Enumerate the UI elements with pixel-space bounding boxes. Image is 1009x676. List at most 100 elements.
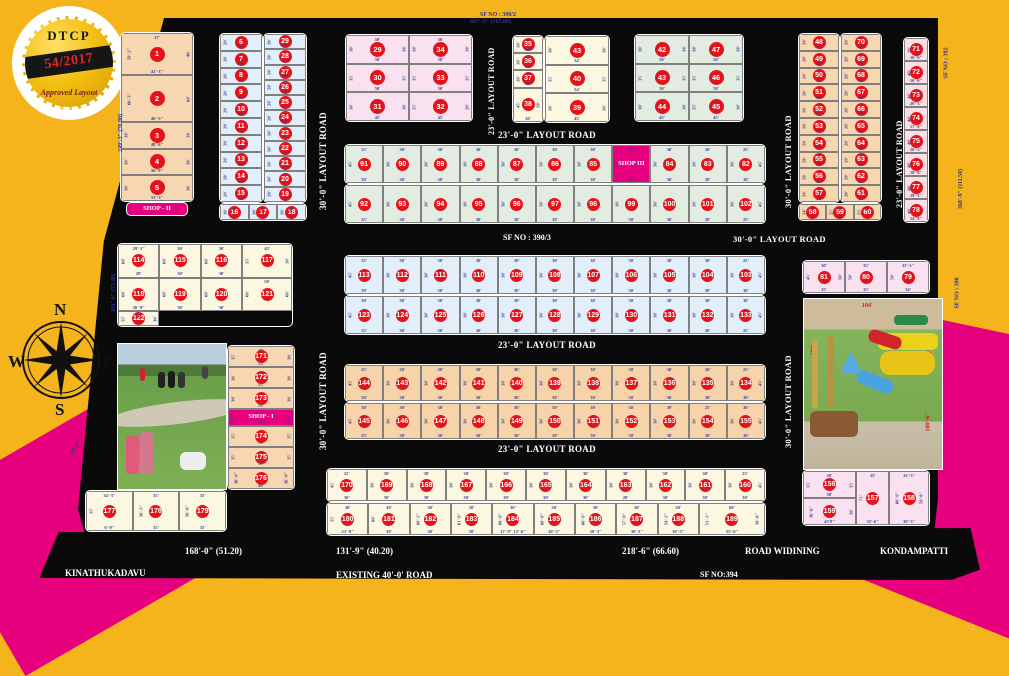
plot-cell[interactable]: 30' 30' 30' 85 xyxy=(574,145,613,183)
plot-cell[interactable]: 30' 30' 30' 143 xyxy=(383,365,422,401)
plot-cell[interactable]: 25' 30' 45' 91 xyxy=(345,145,384,183)
plot-cell[interactable]: 30' 20' 70 xyxy=(841,34,881,51)
plot-cell[interactable]: 25' 30' 30' 154 xyxy=(688,403,727,439)
plot-cell[interactable]: 25' 30' 45' 144 xyxy=(345,365,384,401)
plot-cell[interactable]: 30' 20' 64 xyxy=(841,134,881,152)
plot-cell[interactable]: 53' 35' 35' 174 xyxy=(228,425,294,447)
plot-cell[interactable]: 30' 20' 27 xyxy=(264,64,306,80)
plot-cell[interactable]: 30' 30' 30' 166 xyxy=(486,469,527,501)
plot-cell[interactable]: 30' 30' 60' 181 xyxy=(368,503,410,535)
plot-cell[interactable]: 30' 30'-3" 60'-9" 186 xyxy=(574,503,617,535)
plot-cell[interactable]: 30' 20' 6 xyxy=(220,34,262,51)
plot-cell[interactable]: 30' 20' 20 xyxy=(264,171,306,187)
block-plots-156-159[interactable]: 50' 50' 35' 35' 156 35' 35'-6" 71' 157 33'-3" 39'-… xyxy=(802,470,930,526)
plot-cell[interactable]: 25' 30' 30' 45' 134 xyxy=(726,365,765,401)
plot-cell[interactable]: 20' 20' 25' 59 xyxy=(826,204,854,220)
plot-cell[interactable]: 30' 20' 7 xyxy=(220,50,262,68)
plot-cell[interactable]: 30' 30' 30' 138 xyxy=(574,365,613,401)
plot-cell[interactable]: 18'-9" 40' 76 xyxy=(904,153,928,176)
plot-cell[interactable]: 30' 30' 30' 125 xyxy=(421,296,460,334)
block-plots-92-102[interactable]: 25' 45' 92 30' 30' 93 30' 30' 94 30' 30' 95 30' 30' 96… xyxy=(344,184,766,224)
plot-cell[interactable]: 30' 20' 22 xyxy=(264,140,306,157)
block-plots-134-144[interactable]: 25' 30' 45' 144 30' 30' 30' 143 30' 30' 30' 142 30' 3… xyxy=(344,364,766,402)
plot-cell[interactable]: 30' 30' 30' 135 xyxy=(688,365,727,401)
plot-cell[interactable]: 30' 20' 19 xyxy=(264,186,306,202)
plot-cell[interactable]: 30' 20' 49 xyxy=(799,50,839,68)
plot-cell[interactable]: 53' 30' 30' 173 xyxy=(228,388,294,410)
plot-cell[interactable]: 20' 45' 50' 38 xyxy=(513,87,543,122)
plot-cell[interactable]: 30' 30' 30' 136 xyxy=(650,365,689,401)
plot-cell[interactable]: 30' 20' 51 xyxy=(799,84,839,102)
block-plots-6-15[interactable]: 30' 20' 6 30' 20' 7 30' 20' 8 30' 20' 9 30' 20' 10 30' 2… xyxy=(219,33,263,203)
plot-cell[interactable]: 45' 30' 30' 39 xyxy=(545,93,609,122)
plot-cell[interactable]: 30' 30' 30' 90 xyxy=(383,145,422,183)
plot-cell[interactable]: 50' 50' 30' 30' 34 xyxy=(409,35,472,64)
plot-cell[interactable]: 25' 45' 92 xyxy=(345,185,384,223)
plot-cell[interactable]: 30' 30' 30' 104 xyxy=(688,256,727,294)
plot-cell[interactable]: 30' 10' 37 xyxy=(513,70,543,88)
plot-cell[interactable]: 48'-6" 30' 30' 3 xyxy=(121,122,193,149)
plot-cell[interactable]: 30' 20' 50 xyxy=(799,67,839,85)
plot-cell[interactable]: 30' 60' 119 xyxy=(159,277,201,311)
block-plots-1-5[interactable]: 37' 41'-3" 59'-3" 46' 1 46'-3" 60'-3" 60' 2 48'-6… xyxy=(120,32,194,202)
plot-cell[interactable]: 30' 21'-9" 25' 180 xyxy=(327,503,369,535)
block-plots-123-133[interactable]: 30' 25' 45' 123 30' 30' 30' 124 30' 30' 30' 125 30' 3… xyxy=(344,295,766,335)
plot-cell[interactable]: 35' 35' 56'-3" 178 xyxy=(132,491,180,531)
plot-cell[interactable]: 30' 10' 36 xyxy=(513,53,543,71)
plot-cell[interactable]: 30' 30' 30' 149 xyxy=(497,403,536,439)
plot-cell[interactable]: 30' 20' 68 xyxy=(841,67,881,85)
plot-cell[interactable]: 30' 30' 30' 167 xyxy=(446,469,487,501)
plot-cell[interactable]: 30' 20' 11 xyxy=(220,117,262,135)
plot-cell[interactable]: 50' 60' 60' 121 xyxy=(242,277,292,311)
plot-cell[interactable]: 30' 30' 30' 151 xyxy=(574,403,613,439)
plot-cell[interactable]: 45'9" 36'-6" 36' 159 xyxy=(803,498,857,525)
plot-cell[interactable]: 20' 15' 30' 18 xyxy=(277,204,306,220)
plot-cell[interactable]: 50' 45' 55' 30' 122 xyxy=(118,311,160,326)
plot-cell[interactable]: 30' 20' 29 xyxy=(264,34,306,50)
plot-cell[interactable]: 30' 30' 30' 146 xyxy=(383,403,422,439)
plot-cell[interactable]: 35' 35' 50' 80 xyxy=(845,261,887,293)
plot-cell[interactable]: 50' 35' 35' 46 xyxy=(689,63,743,93)
plot-cell[interactable]: 30' 30' 30' 142 xyxy=(421,365,460,401)
plot-cell[interactable]: 45' 30' 30' 44 xyxy=(635,92,689,121)
plot-cell[interactable]: 16'-9" 40' 72 xyxy=(904,61,928,84)
plot-cell[interactable]: 30' 30' 30' 124 xyxy=(383,296,422,334)
plot-cell[interactable]: 30' 20' 53 xyxy=(799,117,839,135)
plot-cell[interactable]: 29'-3" 28' 60' 114 xyxy=(118,244,160,278)
plot-cell[interactable]: 50' 35' 35' 30 xyxy=(346,63,409,93)
plot-cell[interactable]: 30' 20' 15 xyxy=(220,185,262,202)
plot-cell[interactable]: 30' 30' 30' 84 xyxy=(650,145,689,183)
plot-cell[interactable]: 30' 30' 30' 162 xyxy=(645,469,686,501)
plot-cell[interactable]: 30' 30' 30' 161 xyxy=(685,469,726,501)
plot-cell[interactable]: 25' 30' 45' 113 xyxy=(345,256,384,294)
plot-cell[interactable]: 30' 30' 30' 169 xyxy=(366,469,407,501)
plot-cell[interactable]: 30' 20' 8 xyxy=(220,67,262,85)
plot-cell[interactable]: 30' 30' 30' 89 xyxy=(421,145,460,183)
plot-cell[interactable]: 50' 50' 35' 35' 156 xyxy=(803,471,857,498)
block-plots-103-113[interactable]: 25' 30' 45' 113 30' 30' 30' 112 30' 30' 30' 111 30' 3… xyxy=(344,255,766,295)
plot-cell[interactable]: 30' 20' 63 xyxy=(841,151,881,169)
plot-cell[interactable]: 25' 30' 30' 45' 103 xyxy=(726,256,765,294)
plot-cell[interactable]: 30' 30' 30' 87 xyxy=(497,145,536,183)
plot-cell[interactable]: 30' 20' 28 xyxy=(264,49,306,65)
plot-cell[interactable]: 50' 50' 30' 30' 29 xyxy=(346,35,409,64)
plot-cell[interactable]: 30' 30' 30' 86 xyxy=(535,145,575,183)
plot-cell[interactable]: 30' 20' 56 xyxy=(799,168,839,186)
plot-cell[interactable]: 50' 35' 35' 33 xyxy=(409,63,472,93)
plot-cell[interactable]: 30' 20' 66 xyxy=(841,101,881,118)
plot-cell[interactable]: 30' 30' 60' 116 xyxy=(200,244,243,278)
plot-cell[interactable]: 30' 20' 55 xyxy=(799,151,839,169)
plot-cell[interactable]: 20' 15' 25' 60 xyxy=(853,204,881,220)
plot-cell[interactable]: 48' 53' 35' 30' 171 xyxy=(228,346,294,368)
plot-cell[interactable]: 30' 30' 30' 137 xyxy=(612,365,651,401)
plot-cell[interactable]: 54' 35' 35' 40 xyxy=(545,64,609,94)
plot-cell[interactable]: 25' 30' 45' 170 xyxy=(327,469,367,501)
plot-cell[interactable]: 35' 35'-6" 71' 157 xyxy=(856,471,890,525)
plot-cell[interactable]: 53' 35' 35' 175 xyxy=(228,446,294,468)
plot-cell[interactable]: 30' 30' 30' 164 xyxy=(565,469,606,501)
plot-cell[interactable]: 50' 30' 30' 47 xyxy=(689,35,743,64)
plot-cell[interactable]: 50' 30' 30' 42 xyxy=(635,35,689,64)
plot-cell[interactable]: 30' 20' 57 xyxy=(799,185,839,202)
plot-cell[interactable]: 17'-9" 40' 74 xyxy=(904,107,928,130)
plot-cell[interactable]: 30' 30' 93 xyxy=(383,185,422,223)
